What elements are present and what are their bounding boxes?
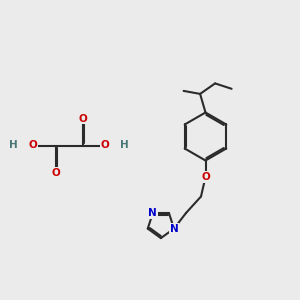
Text: O: O: [201, 172, 210, 182]
Text: O: O: [51, 167, 60, 178]
Text: H: H: [9, 140, 18, 151]
Text: N: N: [169, 224, 178, 234]
Text: H: H: [120, 140, 129, 151]
Text: N: N: [148, 208, 157, 218]
Text: O: O: [100, 140, 109, 151]
Text: O: O: [28, 140, 38, 151]
Text: O: O: [78, 113, 87, 124]
